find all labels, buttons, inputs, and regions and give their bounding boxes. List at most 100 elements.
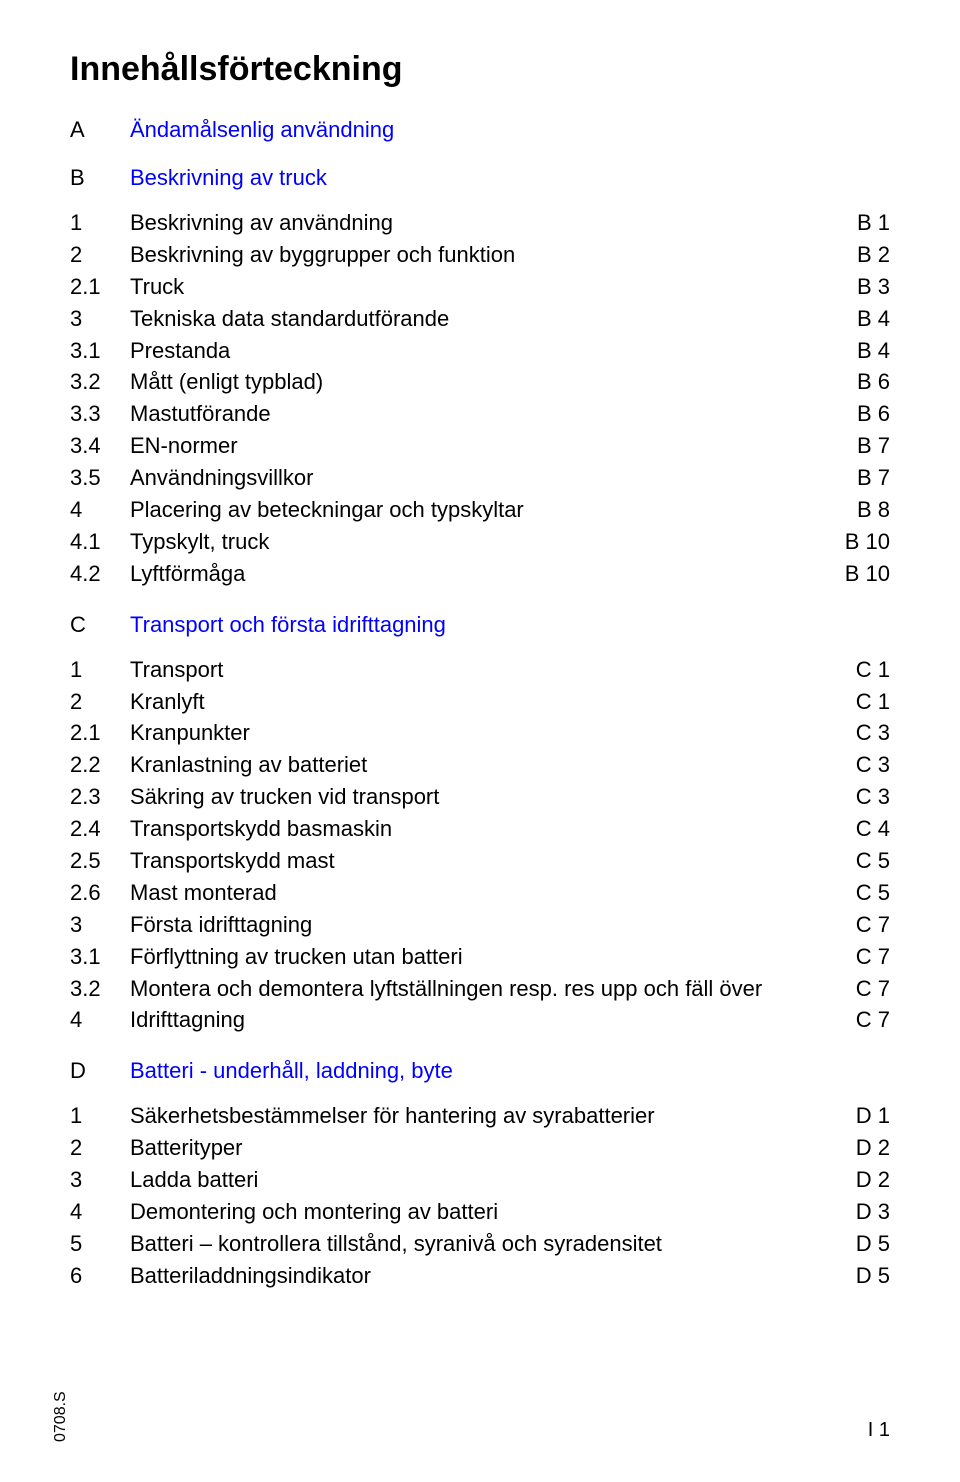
toc-entry-page[interactable]: B 10 bbox=[841, 558, 890, 590]
toc-entry-page[interactable]: C 1 bbox=[852, 654, 890, 686]
toc-entry-num: 2.6 bbox=[70, 877, 130, 909]
toc-entry-num: 4.2 bbox=[70, 558, 130, 590]
toc-entry: 3.1Prestanda B 4 bbox=[70, 335, 890, 367]
toc-entry-text[interactable]: Säkring av trucken vid transport bbox=[130, 781, 439, 813]
toc-entry-num: 3.1 bbox=[70, 335, 130, 367]
toc-entry-page[interactable]: D 1 bbox=[852, 1100, 890, 1132]
toc-entry-num: 3.2 bbox=[70, 366, 130, 398]
toc-entry-page[interactable]: D 2 bbox=[852, 1132, 890, 1164]
toc-entry-text[interactable]: Säkerhetsbestämmelser för hantering av s… bbox=[130, 1100, 655, 1132]
toc-entry: 2.6Mast monterad C 5 bbox=[70, 877, 890, 909]
toc-entry-text[interactable]: Placering av beteckningar och typskyltar bbox=[130, 494, 524, 526]
toc-entry-page[interactable]: B 4 bbox=[853, 303, 890, 335]
toc-entry-page[interactable]: C 7 bbox=[852, 1004, 890, 1036]
toc-entry-page[interactable]: D 5 bbox=[852, 1260, 890, 1292]
toc-entry: 2Beskrivning av byggrupper och funktion B… bbox=[70, 239, 890, 271]
toc-entry-num: 2.2 bbox=[70, 749, 130, 781]
toc-entry-page[interactable]: B 2 bbox=[853, 239, 890, 271]
toc-entry-page[interactable]: C 4 bbox=[852, 813, 890, 845]
toc-entry-text[interactable]: Truck bbox=[130, 271, 184, 303]
toc-entry-text[interactable]: Idrifttagning bbox=[130, 1004, 245, 1036]
toc-entry-num: 2 bbox=[70, 239, 130, 271]
toc-entry-text[interactable]: Lyftförmåga bbox=[130, 558, 245, 590]
toc-entry-text[interactable]: Batteri – kontrollera tillstånd, syraniv… bbox=[130, 1228, 662, 1260]
toc-entry: 1Säkerhetsbestämmelser för hantering av … bbox=[70, 1100, 890, 1132]
toc-entry-text[interactable]: Användningsvillkor bbox=[130, 462, 313, 494]
page: Innehållsförteckning AÄndamålsenlig anvä… bbox=[0, 0, 960, 1482]
toc-entry-text[interactable]: Batteriladdningsindikator bbox=[130, 1260, 371, 1292]
toc-entry-page[interactable]: D 3 bbox=[852, 1196, 890, 1228]
toc-entry-text[interactable]: Mast monterad bbox=[130, 877, 277, 909]
toc-entry-num: 4 bbox=[70, 494, 130, 526]
toc-entry-page[interactable]: B 4 bbox=[853, 335, 890, 367]
toc-section-letter: B bbox=[70, 165, 130, 191]
toc-entry-page[interactable]: C 7 bbox=[852, 909, 890, 941]
toc-entry-page[interactable]: D 2 bbox=[852, 1164, 890, 1196]
toc-entry-text[interactable]: Ladda batteri bbox=[130, 1164, 258, 1196]
toc-entry-num: 4 bbox=[70, 1004, 130, 1036]
toc-entry-num: 3.4 bbox=[70, 430, 130, 462]
toc-entry: 2.1TruckB 3 bbox=[70, 271, 890, 303]
toc-entry-text[interactable]: Förflyttning av trucken utan batteri bbox=[130, 941, 463, 973]
toc-entry: 4Idrifttagning C 7 bbox=[70, 1004, 890, 1036]
toc-entry-num: 3.1 bbox=[70, 941, 130, 973]
toc-entry-page[interactable]: C 3 bbox=[852, 717, 890, 749]
toc-entry-page[interactable]: C 3 bbox=[852, 781, 890, 813]
toc-entry-text[interactable]: Prestanda bbox=[130, 335, 230, 367]
toc-entry-text[interactable]: Första idrifttagning bbox=[130, 909, 312, 941]
toc-section-title[interactable]: Transport och första idrifttagning bbox=[130, 612, 890, 638]
toc-entry-page[interactable]: D 5 bbox=[852, 1228, 890, 1260]
page-number: I 1 bbox=[868, 1419, 890, 1442]
toc-entry-text[interactable]: Batterityper bbox=[130, 1132, 243, 1164]
toc-entry-page[interactable]: B 7 bbox=[853, 462, 890, 494]
toc-entry: 3Ladda batteriD 2 bbox=[70, 1164, 890, 1196]
toc-entry-text[interactable]: Beskrivning av användning bbox=[130, 207, 393, 239]
footer-code: 0708.S bbox=[52, 1391, 70, 1442]
toc-entry-page[interactable]: C 5 bbox=[852, 845, 890, 877]
toc-entry: 3.5Användningsvillkor B 7 bbox=[70, 462, 890, 494]
toc-entry: 1Beskrivning av användningB 1 bbox=[70, 207, 890, 239]
toc-entry-num: 2.3 bbox=[70, 781, 130, 813]
toc-entry-text[interactable]: Montera och demontera lyftställningen re… bbox=[130, 973, 762, 1005]
toc-entry-text[interactable]: Beskrivning av byggrupper och funktion bbox=[130, 239, 515, 271]
toc-entry-text[interactable]: Kranlyft bbox=[130, 686, 205, 718]
toc-entry-text[interactable]: Transportskydd basmaskin bbox=[130, 813, 392, 845]
toc-section: BBeskrivning av truck bbox=[70, 165, 890, 191]
toc-entry-page[interactable]: B 6 bbox=[853, 366, 890, 398]
toc-entry-text[interactable]: Typskylt, truck bbox=[130, 526, 269, 558]
toc-entry-text[interactable]: Demontering och montering av batteri bbox=[130, 1196, 498, 1228]
toc-entry: 3.1Förflyttning av trucken utan batteri C… bbox=[70, 941, 890, 973]
toc-entry-num: 4.1 bbox=[70, 526, 130, 558]
toc-entry-page[interactable]: C 7 bbox=[852, 973, 890, 1005]
toc-entry: 4Placering av beteckningar och typskylta… bbox=[70, 494, 890, 526]
toc-entry-page[interactable]: B 1 bbox=[853, 207, 890, 239]
toc-entry-text[interactable]: EN-normer bbox=[130, 430, 238, 462]
toc-entry-text[interactable]: Mastutförande bbox=[130, 398, 271, 430]
toc-entry-page[interactable]: C 1 bbox=[852, 686, 890, 718]
toc-entry-text[interactable]: Kranlastning av batteriet bbox=[130, 749, 367, 781]
toc-entry-page[interactable]: B 8 bbox=[853, 494, 890, 526]
toc-entry: 3.4EN-normer B 7 bbox=[70, 430, 890, 462]
toc-entry-text[interactable]: Kranpunkter bbox=[130, 717, 250, 749]
toc-entry-num: 3.3 bbox=[70, 398, 130, 430]
toc-entry-text[interactable]: Transport bbox=[130, 654, 223, 686]
toc-entry-page[interactable]: B 7 bbox=[853, 430, 890, 462]
toc-entry-num: 2.1 bbox=[70, 717, 130, 749]
toc-entry-page[interactable]: B 3 bbox=[853, 271, 890, 303]
toc-entry-page[interactable]: C 7 bbox=[852, 941, 890, 973]
toc-entry-num: 3.2 bbox=[70, 973, 130, 1005]
toc-entry-page[interactable]: B 10 bbox=[841, 526, 890, 558]
toc-entry-page[interactable]: C 3 bbox=[852, 749, 890, 781]
toc-entry: 4.2Lyftförmåga B 10 bbox=[70, 558, 890, 590]
toc-entry-text[interactable]: Mått (enligt typblad) bbox=[130, 366, 323, 398]
toc-entry-num: 3.5 bbox=[70, 462, 130, 494]
toc-section-title[interactable]: Ändamålsenlig användning bbox=[130, 117, 890, 143]
toc-section-title[interactable]: Batteri - underhåll, laddning, byte bbox=[130, 1058, 890, 1084]
toc-section-title[interactable]: Beskrivning av truck bbox=[130, 165, 890, 191]
toc-entry-text[interactable]: Transportskydd mast bbox=[130, 845, 335, 877]
toc-entry: 3.2Montera och demontera lyftställningen… bbox=[70, 973, 890, 1005]
toc-entry-page[interactable]: B 6 bbox=[853, 398, 890, 430]
toc-entry-text[interactable]: Tekniska data standardutförande bbox=[130, 303, 449, 335]
toc-entry-num: 3 bbox=[70, 303, 130, 335]
toc-entry-page[interactable]: C 5 bbox=[852, 877, 890, 909]
